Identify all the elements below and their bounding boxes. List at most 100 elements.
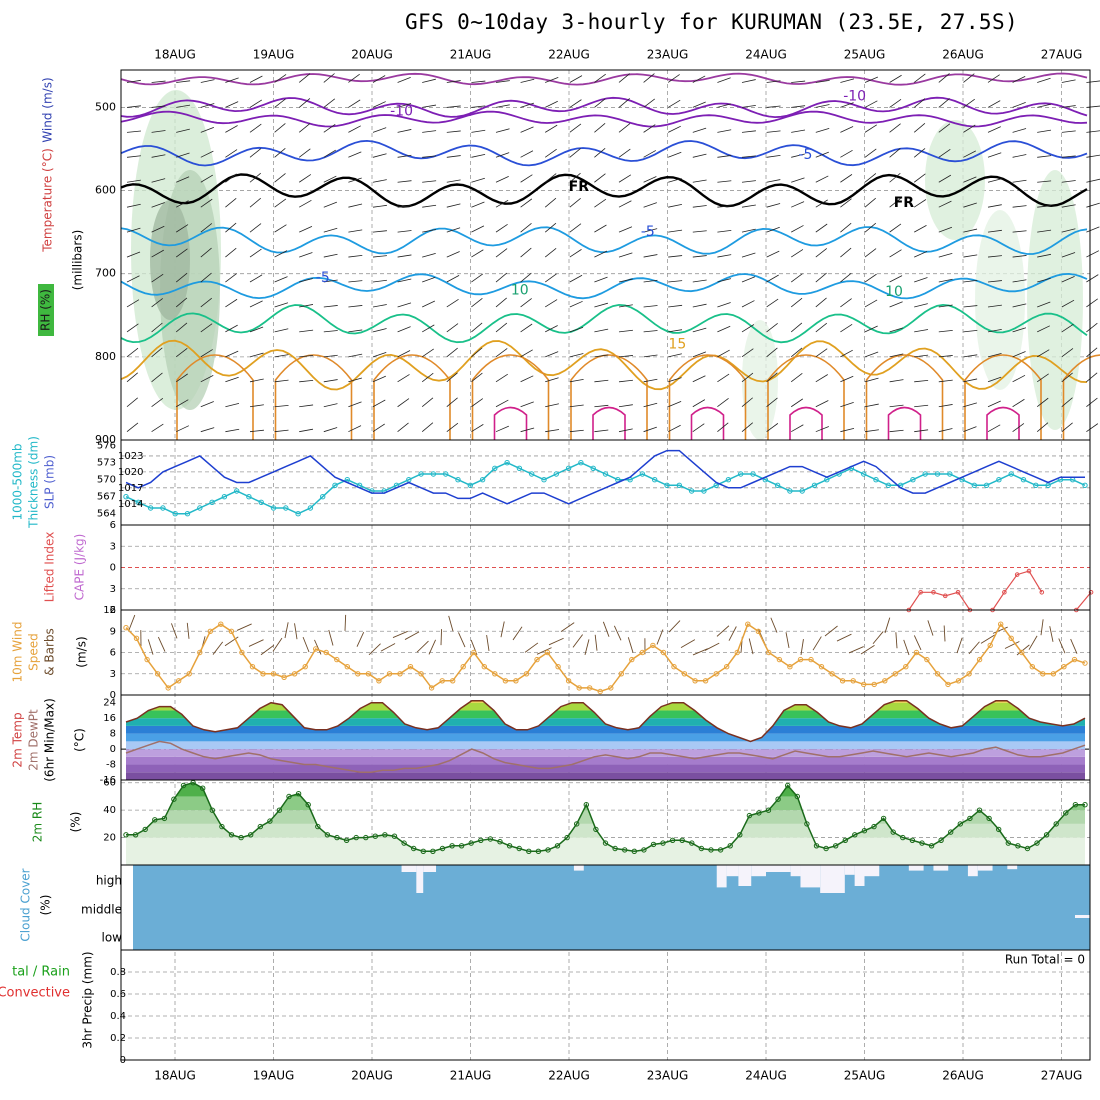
hot-contour-loop bbox=[789, 406, 823, 440]
wind-barb bbox=[200, 401, 214, 408]
wind-barb bbox=[225, 173, 237, 183]
wind-barb bbox=[323, 201, 338, 208]
wind-speed-line-point bbox=[713, 671, 719, 677]
wind-barb bbox=[225, 197, 237, 208]
wind-barb bbox=[815, 400, 829, 408]
wind-barb bbox=[963, 98, 975, 108]
wind-speed-line-point bbox=[839, 678, 846, 684]
wind-barb bbox=[471, 105, 486, 108]
wind-barb bbox=[569, 353, 584, 358]
wind-barb bbox=[544, 173, 557, 183]
wind-barb bbox=[471, 201, 485, 208]
wind-barb bbox=[249, 352, 264, 358]
wind-barb bbox=[299, 226, 313, 233]
wind-barb bbox=[421, 348, 434, 358]
wind-barb bbox=[594, 276, 608, 283]
chart-title: GFS 0~10day 3-hourly for KURUMAN (23.5E,… bbox=[405, 10, 1019, 34]
wind-barb bbox=[938, 379, 953, 383]
wind-barb bbox=[766, 250, 780, 258]
wind-barb bbox=[987, 424, 1001, 433]
wind-barb bbox=[225, 125, 238, 133]
warm-contour-loop bbox=[373, 354, 451, 440]
wind-barb bbox=[790, 372, 803, 383]
wind-barb bbox=[717, 229, 732, 233]
thickness-line-point bbox=[234, 488, 240, 494]
wind-barb bbox=[151, 322, 163, 333]
thickness-line-point bbox=[172, 511, 178, 517]
wind-barb bbox=[815, 297, 827, 308]
wind-barb bbox=[569, 123, 582, 133]
wind-barb bbox=[741, 372, 754, 383]
wind-barb bbox=[471, 129, 486, 133]
surface-wind-barb bbox=[992, 626, 1008, 634]
rh-line-point bbox=[650, 841, 657, 848]
pressure-tick-label: 700 bbox=[95, 267, 116, 280]
wind-barb bbox=[422, 204, 437, 208]
wind-barb bbox=[372, 328, 387, 333]
wind-barb bbox=[422, 229, 437, 233]
lifted-index-point bbox=[942, 593, 948, 599]
wind-barb bbox=[471, 225, 485, 233]
wind-barb bbox=[471, 372, 483, 383]
pressure-tick-label: 500 bbox=[95, 100, 116, 113]
labels-layer: 18AUG 18AUG 19AUG 19AUG 20AUG 20AUG 21AUG 21AUG… bbox=[0, 48, 1085, 1083]
wind-barb bbox=[323, 253, 338, 258]
wind-barb bbox=[1012, 75, 1026, 83]
wind-barb bbox=[1086, 298, 1098, 308]
wind-barb bbox=[643, 202, 657, 208]
wind-barb bbox=[544, 248, 557, 258]
wind-barb bbox=[766, 274, 779, 283]
wind-barb bbox=[1036, 422, 1049, 432]
wind-barb bbox=[963, 254, 978, 258]
surface-wind-barb bbox=[836, 633, 852, 642]
surface-wind-barb bbox=[458, 632, 466, 648]
rh-line-point bbox=[439, 845, 446, 852]
surface-wind-barb bbox=[860, 645, 875, 655]
wind-barb bbox=[594, 379, 609, 383]
wind-speed-line-point bbox=[344, 664, 350, 670]
wind-barb bbox=[864, 429, 879, 433]
temperature-axis-label-3: (°C) bbox=[73, 728, 87, 752]
thickness-line-point bbox=[246, 494, 252, 500]
wind-barb bbox=[446, 155, 461, 158]
wind-barb bbox=[1037, 180, 1052, 183]
wind-barb bbox=[175, 224, 189, 233]
wind-barb bbox=[1061, 79, 1076, 83]
wind-barb bbox=[1012, 205, 1027, 208]
wind-barb bbox=[741, 204, 756, 208]
wind-barb bbox=[151, 347, 163, 358]
thickness-line-point bbox=[209, 499, 215, 505]
wind-barb bbox=[1037, 253, 1052, 258]
wind-speed-line-point bbox=[671, 664, 677, 670]
wind-barb bbox=[864, 124, 877, 133]
rh-line-point bbox=[200, 785, 206, 791]
clear-sky-block bbox=[967, 865, 978, 877]
wind-barb bbox=[766, 130, 781, 133]
wind-barb bbox=[594, 429, 609, 433]
pressure-tick-label: 900 bbox=[95, 433, 116, 446]
wind-barb bbox=[692, 255, 707, 258]
surface-wind-barb bbox=[872, 631, 884, 645]
thickness-unit-label: Thickness (dm) bbox=[27, 436, 41, 529]
surface-wind-barb bbox=[236, 623, 252, 631]
wind-barb bbox=[323, 354, 338, 358]
wind-barb bbox=[963, 176, 977, 183]
wind-barb bbox=[643, 73, 655, 83]
wind-speed-line-point bbox=[154, 671, 161, 677]
surface-wind-barb bbox=[560, 622, 575, 633]
cloud-layer-label: low bbox=[102, 931, 123, 945]
lifted-index-tick-label: 3 bbox=[110, 584, 116, 595]
wind-barb bbox=[667, 74, 680, 83]
wind-barb bbox=[544, 197, 557, 208]
wind-barb bbox=[348, 353, 363, 358]
surface-wind-barb bbox=[770, 617, 778, 633]
wind-barb bbox=[569, 429, 584, 433]
wind-barb bbox=[200, 198, 213, 208]
wind-barb bbox=[545, 377, 559, 383]
thickness-line-point bbox=[811, 482, 818, 488]
temperature-band bbox=[126, 710, 1085, 719]
lifted-index-point bbox=[918, 589, 923, 595]
rh-line-point bbox=[957, 821, 963, 827]
wind-barb bbox=[643, 378, 658, 383]
